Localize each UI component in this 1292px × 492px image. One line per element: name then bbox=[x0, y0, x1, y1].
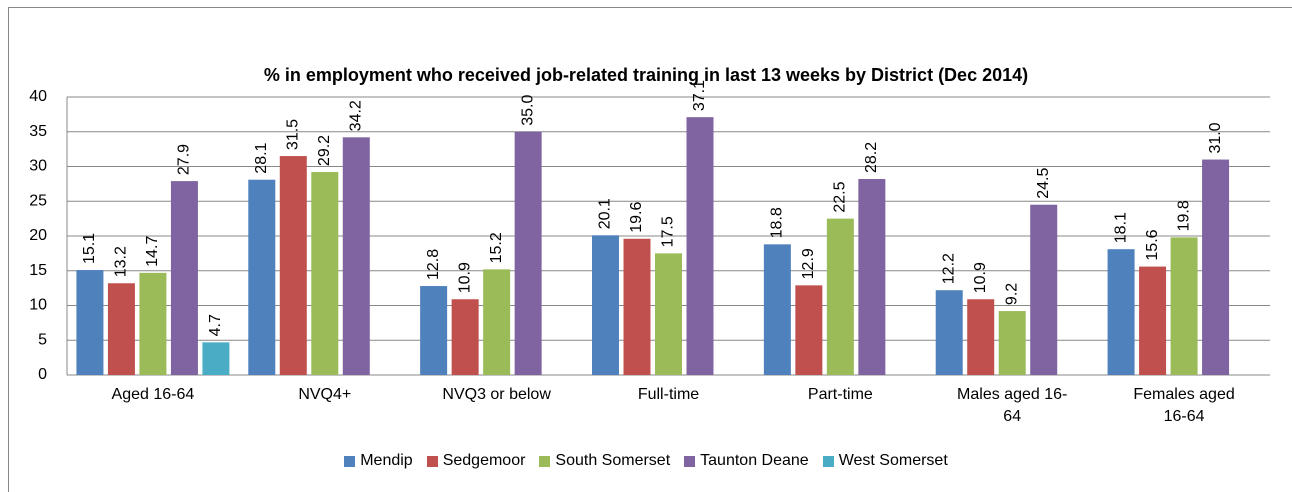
legend-swatch bbox=[344, 455, 356, 467]
x-tick-label: Males aged 16-64 bbox=[957, 386, 1068, 425]
legend-item: South Somerset bbox=[539, 452, 670, 470]
bar bbox=[170, 181, 198, 375]
bar bbox=[279, 156, 307, 375]
chart-border bbox=[8, 7, 1292, 492]
value-label: 28.1 bbox=[253, 142, 270, 173]
bar bbox=[311, 172, 339, 375]
bar bbox=[107, 283, 135, 375]
y-tick-label: 5 bbox=[38, 331, 47, 348]
legend-label: Mendip bbox=[360, 452, 413, 469]
value-label: 15.1 bbox=[81, 233, 98, 264]
value-label: 10.9 bbox=[972, 262, 989, 293]
y-tick-label: 20 bbox=[29, 227, 47, 244]
x-tick-label: NVQ4+ bbox=[298, 386, 352, 403]
legend-swatch bbox=[684, 455, 696, 467]
value-label: 15.6 bbox=[1144, 229, 1161, 260]
value-label: 31.5 bbox=[285, 119, 302, 150]
value-label: 24.5 bbox=[1035, 167, 1052, 198]
bar bbox=[139, 272, 167, 375]
value-label: 29.2 bbox=[316, 135, 333, 166]
bar bbox=[202, 342, 230, 375]
legend-item: West Somerset bbox=[822, 452, 948, 470]
bar bbox=[795, 285, 823, 375]
bar bbox=[451, 299, 479, 375]
bar bbox=[655, 253, 682, 375]
bar bbox=[623, 238, 651, 375]
value-label: 10.9 bbox=[456, 262, 473, 293]
bar bbox=[1202, 159, 1230, 375]
legend: Mendip Sedgemoor South Somerset Taunton Dea… bbox=[0, 452, 1292, 470]
bar bbox=[826, 218, 854, 375]
y-tick-label: 40 bbox=[29, 88, 47, 105]
legend-swatch bbox=[426, 455, 438, 467]
bar bbox=[1107, 249, 1135, 375]
bar bbox=[967, 299, 995, 375]
y-tick-label: 35 bbox=[29, 123, 47, 140]
bar bbox=[998, 311, 1026, 375]
value-label: 12.9 bbox=[800, 248, 817, 279]
x-tick-label: NVQ3 or below bbox=[442, 386, 551, 403]
legend-label: West Somerset bbox=[838, 452, 948, 469]
value-label: 14.7 bbox=[144, 236, 161, 267]
x-tick-label: Part-time bbox=[807, 386, 873, 403]
x-tick-label: Females aged 16-64 bbox=[1133, 386, 1235, 425]
value-label: 4.7 bbox=[207, 314, 224, 336]
bar bbox=[514, 131, 542, 375]
bar bbox=[592, 235, 619, 375]
value-label: 13.2 bbox=[113, 246, 130, 277]
legend-item: Mendip bbox=[344, 452, 413, 470]
y-tick-label: 25 bbox=[29, 192, 47, 209]
bar bbox=[1030, 204, 1058, 375]
bar bbox=[858, 179, 886, 375]
y-tick-label: 0 bbox=[38, 366, 47, 383]
bar bbox=[248, 179, 276, 375]
value-label: 37.1 bbox=[691, 80, 708, 111]
value-label: 19.6 bbox=[628, 202, 645, 233]
legend-swatch bbox=[539, 455, 551, 467]
legend-label: Sedgemoor bbox=[442, 452, 526, 469]
bar bbox=[76, 270, 104, 375]
value-label: 27.9 bbox=[176, 144, 193, 175]
x-tick-label: Aged 16-64 bbox=[111, 386, 195, 403]
value-label: 15.2 bbox=[488, 232, 505, 263]
bar bbox=[686, 117, 714, 375]
value-label: 12.8 bbox=[425, 249, 442, 280]
value-label: 12.2 bbox=[940, 253, 957, 284]
bar bbox=[763, 244, 791, 375]
chart-title: % in employment who received job-related… bbox=[264, 65, 1028, 85]
legend-swatch bbox=[822, 455, 834, 467]
value-label: 18.8 bbox=[769, 207, 786, 238]
value-label: 34.2 bbox=[348, 100, 365, 131]
legend-label: South Somerset bbox=[555, 452, 671, 469]
bar bbox=[483, 269, 511, 375]
value-label: 18.1 bbox=[1112, 212, 1129, 243]
bar bbox=[1170, 237, 1198, 375]
value-label: 31.0 bbox=[1207, 122, 1224, 153]
value-label: 17.5 bbox=[660, 216, 677, 247]
y-tick-label: 10 bbox=[29, 297, 47, 314]
bar bbox=[1139, 266, 1167, 375]
legend-item: Taunton Deane bbox=[684, 452, 809, 470]
legend-label: Taunton Deane bbox=[700, 452, 809, 469]
bar bbox=[420, 286, 448, 375]
value-label: 28.2 bbox=[863, 142, 880, 173]
x-tick-label: Full-time bbox=[637, 386, 700, 403]
bar bbox=[342, 137, 370, 375]
value-label: 19.8 bbox=[1175, 200, 1192, 231]
legend-item: Sedgemoor bbox=[426, 452, 526, 470]
value-label: 35.0 bbox=[519, 95, 536, 126]
value-label: 20.1 bbox=[597, 198, 614, 229]
value-label: 9.2 bbox=[1003, 283, 1020, 305]
bar bbox=[935, 290, 963, 375]
y-tick-label: 30 bbox=[29, 158, 47, 175]
value-label: 22.5 bbox=[832, 181, 849, 212]
y-tick-label: 15 bbox=[29, 262, 47, 279]
